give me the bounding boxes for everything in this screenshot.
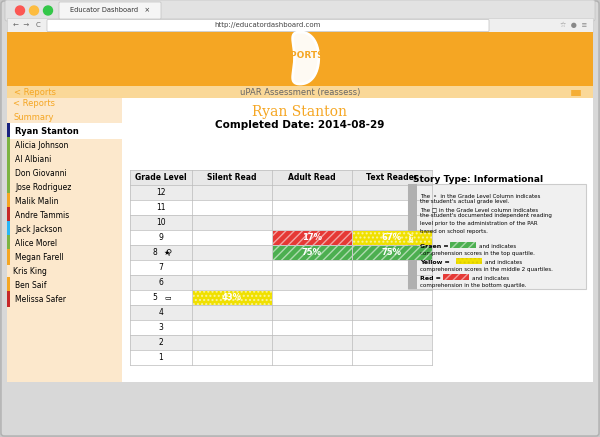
Bar bbox=[130, 260, 432, 275]
Bar bbox=[130, 275, 432, 290]
Text: Andre Tammis: Andre Tammis bbox=[15, 212, 69, 221]
Bar bbox=[130, 290, 432, 305]
Circle shape bbox=[29, 6, 38, 15]
Text: Jose Rodriguez: Jose Rodriguez bbox=[15, 184, 71, 193]
Bar bbox=[272, 230, 352, 244]
Text: 1: 1 bbox=[158, 353, 163, 362]
Bar bbox=[7, 221, 10, 237]
Bar bbox=[443, 274, 469, 280]
Text: Don Giovanni: Don Giovanni bbox=[15, 170, 67, 178]
Bar bbox=[456, 258, 482, 264]
Bar bbox=[7, 165, 10, 181]
Text: Melissa Safer: Melissa Safer bbox=[15, 295, 66, 305]
Circle shape bbox=[44, 6, 53, 15]
Text: Adult Read: Adult Read bbox=[288, 173, 336, 182]
Bar bbox=[7, 249, 10, 265]
Text: 4: 4 bbox=[158, 308, 163, 317]
Bar bbox=[7, 207, 10, 223]
FancyBboxPatch shape bbox=[59, 2, 161, 19]
Text: Ryan Stanton: Ryan Stanton bbox=[253, 105, 347, 119]
Text: http://educatordashboard.com: http://educatordashboard.com bbox=[215, 22, 321, 28]
Bar bbox=[7, 98, 122, 382]
Bar bbox=[130, 215, 432, 230]
Text: < Reports: < Reports bbox=[13, 100, 55, 108]
Text: 5: 5 bbox=[152, 293, 157, 302]
Text: uPAR Assessment (reassess): uPAR Assessment (reassess) bbox=[240, 88, 360, 97]
Bar bbox=[7, 291, 10, 307]
Bar bbox=[130, 230, 432, 245]
Text: based on school reports.: based on school reports. bbox=[420, 229, 488, 235]
Bar bbox=[7, 151, 10, 167]
Text: Ryan Stanton: Ryan Stanton bbox=[15, 128, 79, 136]
Text: Green =: Green = bbox=[420, 243, 449, 249]
Text: 10: 10 bbox=[156, 218, 166, 227]
Text: ←  →   C: ← → C bbox=[13, 22, 41, 28]
Bar bbox=[7, 179, 10, 195]
Bar bbox=[7, 137, 10, 153]
Bar bbox=[7, 193, 10, 209]
Bar bbox=[130, 200, 432, 215]
Bar bbox=[7, 235, 10, 251]
Bar bbox=[7, 18, 593, 32]
Text: 67%: 67% bbox=[382, 233, 402, 242]
Bar bbox=[130, 245, 432, 260]
Text: Silent Read: Silent Read bbox=[207, 173, 257, 182]
FancyBboxPatch shape bbox=[47, 20, 489, 31]
Text: comprehension in the bottom quartile.: comprehension in the bottom quartile. bbox=[420, 284, 527, 288]
Text: ⚲: ⚲ bbox=[165, 248, 171, 257]
Bar bbox=[353, 230, 431, 244]
Text: Red =: Red = bbox=[420, 275, 441, 281]
Text: Malik Malin: Malik Malin bbox=[15, 198, 59, 207]
Circle shape bbox=[16, 6, 25, 15]
Bar bbox=[443, 274, 469, 280]
Text: and indicates: and indicates bbox=[472, 275, 509, 281]
Text: 7: 7 bbox=[158, 263, 163, 272]
Bar bbox=[130, 350, 432, 365]
Text: 11: 11 bbox=[156, 203, 166, 212]
Text: and indicates: and indicates bbox=[479, 243, 516, 249]
Bar bbox=[456, 258, 482, 264]
Bar bbox=[7, 86, 593, 99]
Bar bbox=[193, 291, 271, 305]
Text: 9: 9 bbox=[158, 233, 163, 242]
Text: The □ in the Grade Level column indicates: The □ in the Grade Level column indicate… bbox=[420, 208, 538, 212]
Bar bbox=[408, 184, 586, 289]
Text: 6: 6 bbox=[158, 278, 163, 287]
Text: 8: 8 bbox=[152, 248, 157, 257]
Text: Text Reader: Text Reader bbox=[366, 173, 418, 182]
Bar bbox=[7, 2, 593, 19]
Bar bbox=[130, 305, 432, 320]
Bar bbox=[130, 170, 432, 185]
Bar bbox=[353, 246, 431, 260]
Bar bbox=[130, 335, 432, 350]
Bar bbox=[193, 291, 271, 305]
Text: ☆  ●  ≡: ☆ ● ≡ bbox=[560, 22, 587, 28]
Text: Grade Level: Grade Level bbox=[135, 173, 187, 182]
Text: Summary: Summary bbox=[13, 114, 53, 122]
Bar bbox=[408, 184, 417, 289]
Text: level prior to the administration of the PAR: level prior to the administration of the… bbox=[420, 222, 538, 226]
Text: 75%: 75% bbox=[382, 248, 402, 257]
Bar bbox=[7, 109, 122, 125]
Text: the student's actual grade level.: the student's actual grade level. bbox=[420, 200, 509, 205]
Text: Alice Morel: Alice Morel bbox=[15, 239, 57, 249]
Text: ▭: ▭ bbox=[164, 295, 172, 301]
Text: KEY: KEY bbox=[410, 231, 415, 242]
Bar bbox=[7, 123, 122, 139]
Text: 2: 2 bbox=[158, 338, 163, 347]
Text: < Reports: < Reports bbox=[14, 88, 56, 97]
Bar bbox=[353, 246, 431, 260]
Bar bbox=[130, 320, 432, 335]
Bar bbox=[130, 185, 432, 200]
Text: Story Type: Informational: Story Type: Informational bbox=[413, 174, 543, 184]
Text: 43%: 43% bbox=[222, 293, 242, 302]
Polygon shape bbox=[293, 32, 319, 84]
Text: ★: ★ bbox=[164, 250, 170, 256]
Text: 12: 12 bbox=[156, 188, 166, 197]
Bar bbox=[272, 230, 352, 244]
Bar bbox=[272, 246, 352, 260]
Bar bbox=[272, 246, 352, 260]
Text: Al Albiani: Al Albiani bbox=[15, 156, 52, 164]
Bar bbox=[7, 98, 593, 382]
